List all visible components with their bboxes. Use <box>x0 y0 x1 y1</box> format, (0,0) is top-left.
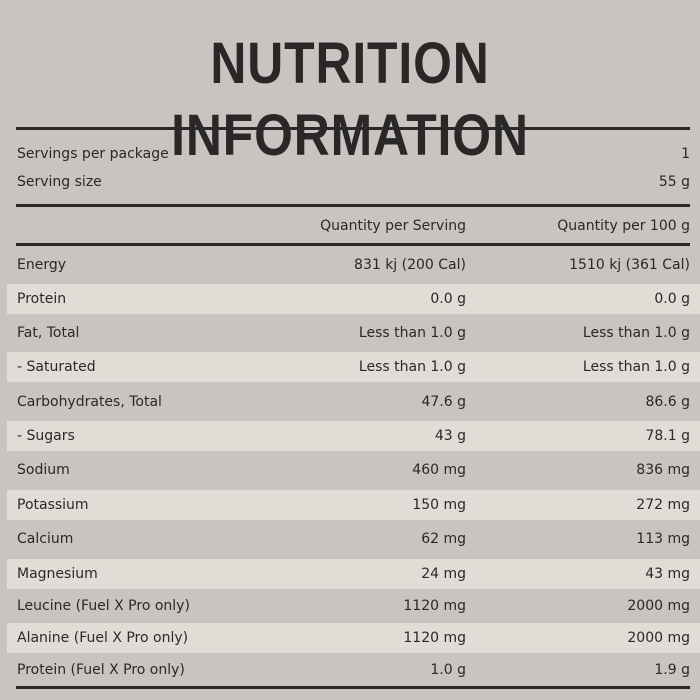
column-header-row: Quantity per Serving Quantity per 100 g <box>0 211 700 241</box>
row-per-100g: 836 mg <box>636 462 690 478</box>
row-label: Magnesium <box>17 566 98 582</box>
row-per-100g: Less than 1.0 g <box>582 359 690 375</box>
row-per-serving: 1120 mg <box>403 598 466 614</box>
row-per-100g: 2000 mg <box>627 598 690 614</box>
table-row-alanine: Alanine (Fuel X Pro only) 1120 mg 2000 m… <box>7 623 700 653</box>
row-per-serving: 62 mg <box>421 531 466 547</box>
row-per-serving: 150 mg <box>412 497 466 513</box>
table-row-sugars: - Sugars 43 g 78.1 g <box>7 421 700 451</box>
row-label: Calcium <box>17 531 74 547</box>
row-per-serving: 43 g <box>434 428 466 444</box>
row-per-serving: 460 mg <box>412 462 466 478</box>
row-per-100g: 78.1 g <box>645 428 690 444</box>
row-per-100g: 113 mg <box>636 531 690 547</box>
row-label: Leucine (Fuel X Pro only) <box>17 598 190 614</box>
row-per-100g: 43 mg <box>645 566 690 582</box>
row-per-100g: 1.9 g <box>654 662 690 678</box>
serving-size-row: Serving size 55 g <box>0 169 700 195</box>
table-row-sodium: Sodium 460 mg 836 mg <box>7 455 700 485</box>
row-label: Protein (Fuel X Pro only) <box>17 662 185 678</box>
table-row-leucine: Leucine (Fuel X Pro only) 1120 mg 2000 m… <box>7 591 700 621</box>
row-per-serving: Less than 1.0 g <box>358 359 466 375</box>
row-label: Protein <box>17 291 67 307</box>
servings-per-package-label: Servings per package <box>17 146 169 162</box>
row-per-100g: 86.6 g <box>645 394 690 410</box>
column-header-per-100g: Quantity per 100 g <box>557 218 690 234</box>
row-label: - Sugars <box>17 428 75 444</box>
divider-top <box>16 127 690 130</box>
row-label: Potassium <box>17 497 89 513</box>
row-per-100g: 1510 kj (361 Cal) <box>569 257 690 273</box>
row-per-100g: 0.0 g <box>654 291 690 307</box>
row-per-100g: Less than 1.0 g <box>582 325 690 341</box>
table-row-energy: Energy 831 kj (200 Cal) 1510 kj (361 Cal… <box>7 250 700 280</box>
table-row-potassium: Potassium 150 mg 272 mg <box>7 490 700 520</box>
page-title: NUTRITION INFORMATION <box>171 31 529 168</box>
row-per-100g: 2000 mg <box>627 630 690 646</box>
column-header-per-serving: Quantity per Serving <box>320 218 466 234</box>
divider-header <box>16 243 690 246</box>
row-per-serving: Less than 1.0 g <box>358 325 466 341</box>
servings-per-package-value: 1 <box>681 146 690 162</box>
table-row-protein-fuel-x-pro: Protein (Fuel X Pro only) 1.0 g 1.9 g <box>7 655 700 685</box>
table-row-carbohydrates-total: Carbohydrates, Total 47.6 g 86.6 g <box>7 387 700 417</box>
row-label: - Saturated <box>17 359 96 375</box>
row-per-serving: 0.0 g <box>430 291 466 307</box>
row-label: Carbohydrates, Total <box>17 394 162 410</box>
serving-size-label: Serving size <box>17 174 102 190</box>
divider-servings <box>16 204 690 207</box>
row-label: Energy <box>17 257 67 273</box>
table-row-fat-total: Fat, Total Less than 1.0 g Less than 1.0… <box>7 318 700 348</box>
table-row-protein: Protein 0.0 g 0.0 g <box>7 284 700 314</box>
row-per-serving: 47.6 g <box>421 394 466 410</box>
serving-size-value: 55 g <box>658 174 690 190</box>
row-per-100g: 272 mg <box>636 497 690 513</box>
row-per-serving: 831 kj (200 Cal) <box>354 257 466 273</box>
row-label: Sodium <box>17 462 70 478</box>
servings-per-package-row: Servings per package 1 <box>0 141 700 167</box>
table-row-magnesium: Magnesium 24 mg 43 mg <box>7 559 700 589</box>
row-label: Alanine (Fuel X Pro only) <box>17 630 189 646</box>
table-row-saturated: - Saturated Less than 1.0 g Less than 1.… <box>7 352 700 382</box>
row-per-serving: 1.0 g <box>430 662 466 678</box>
row-label: Fat, Total <box>17 325 80 341</box>
row-per-serving: 1120 mg <box>403 630 466 646</box>
table-row-calcium: Calcium 62 mg 113 mg <box>7 524 700 554</box>
divider-bottom <box>16 686 690 689</box>
row-per-serving: 24 mg <box>421 566 466 582</box>
